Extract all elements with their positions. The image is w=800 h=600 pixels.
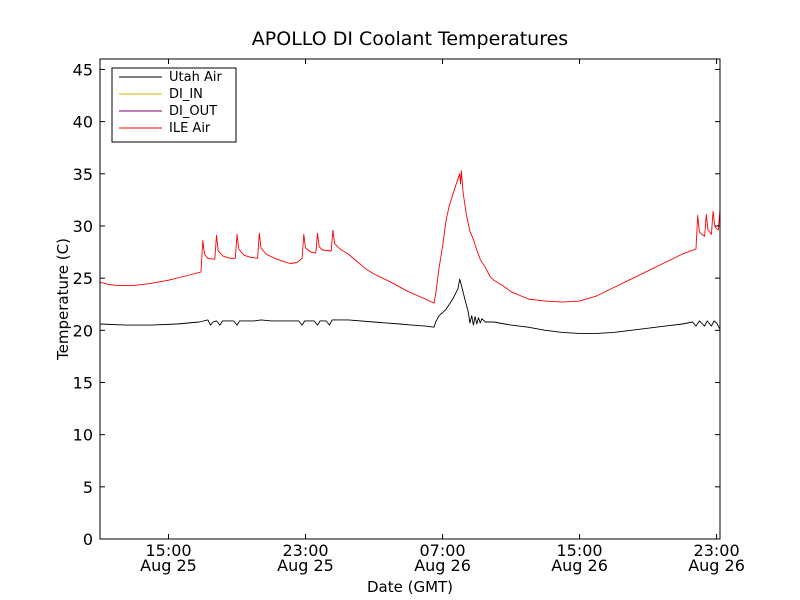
y-axis-label: Temperature (C) (54, 238, 72, 361)
x-tick-label-time: 15:00 (557, 541, 603, 560)
x-tick-label-time: 23:00 (694, 541, 740, 560)
plot-layer (100, 170, 720, 334)
x-tick-label-date: Aug 25 (140, 556, 197, 575)
series-line-utah-air (100, 278, 720, 334)
plot-frame (99, 58, 721, 540)
y-tick-label: 0 (83, 530, 93, 549)
x-tick-label-date: Aug 26 (414, 556, 471, 575)
y-axis: 0 5 10 15 20 25 30 35 40 45 (73, 60, 720, 549)
y-tick-label: 20 (73, 321, 93, 340)
x-tick-label-date: Aug 26 (551, 556, 608, 575)
chart-title: APOLLO DI Coolant Temperatures (252, 28, 568, 50)
legend-box (111, 67, 237, 143)
x-axis-label: Date (GMT) (367, 578, 453, 596)
legend-label: DI_IN (169, 87, 203, 102)
y-tick-label: 40 (73, 113, 93, 132)
x-tick-label-time: 15:00 (145, 541, 191, 560)
y-tick-label: 25 (73, 269, 93, 288)
legend-label: DI_OUT (169, 104, 217, 119)
x-tick-label-time: 23:00 (282, 541, 328, 560)
legend-label: ILE Air (169, 121, 211, 136)
y-tick-label: 35 (73, 165, 93, 184)
y-tick-label: 10 (73, 426, 93, 445)
legend-label: Utah Air (169, 70, 222, 85)
x-tick-label-date: Aug 26 (688, 556, 745, 575)
y-tick-label: 15 (73, 373, 93, 392)
y-tick-label: 45 (73, 60, 93, 79)
legend: Utah Air DI_IN DI_OUT ILE Air (111, 67, 237, 143)
y-tick-label: 30 (73, 217, 93, 236)
y-tick-label: 5 (83, 478, 93, 497)
x-tick-label-time: 07:00 (419, 541, 465, 560)
series-line-ile-air (100, 170, 720, 304)
x-tick-label-date: Aug 25 (277, 556, 334, 575)
